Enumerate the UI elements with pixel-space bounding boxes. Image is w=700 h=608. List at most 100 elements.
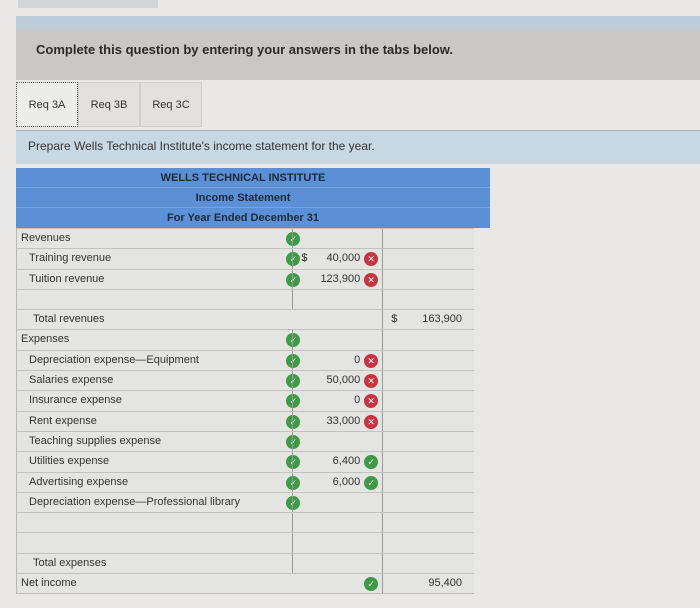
account-select[interactable]: Training revenue ✓	[17, 249, 301, 268]
tab-req-3c[interactable]: Req 3C	[140, 82, 202, 127]
table-row: Net income ✓ 95,400	[17, 573, 474, 594]
amount-input[interactable]	[292, 289, 382, 310]
account-select[interactable]: Advertising expense ✓	[17, 473, 301, 492]
amount-value: 6,000	[332, 475, 361, 488]
total-input[interactable]	[382, 371, 474, 391]
table-row: Training revenue ✓ $40,000 ✕	[17, 248, 474, 269]
check-icon: ✓	[364, 475, 379, 490]
top-strip	[18, 0, 158, 8]
check-icon: ✓	[364, 455, 379, 470]
total-input[interactable]	[382, 411, 474, 431]
x-icon: ✕	[364, 353, 379, 368]
amount-input[interactable]: 123,900 ✕	[292, 269, 382, 289]
total-input[interactable]	[382, 330, 474, 350]
amount-input[interactable]: 50,000 ✕	[292, 371, 382, 391]
check-icon: ✓	[364, 577, 379, 592]
amount-value: 6,400	[332, 455, 361, 468]
account-select[interactable]: Total revenues	[17, 310, 292, 329]
amount-input[interactable]: ✓	[292, 574, 382, 593]
account-label: Insurance expense	[29, 394, 122, 407]
statement-period: For Year Ended December 31	[166, 212, 320, 224]
total-input[interactable]: 95,400	[382, 574, 474, 594]
amount-input[interactable]	[292, 330, 382, 350]
table-row	[17, 532, 474, 553]
dollar-sign: $	[391, 313, 398, 326]
table-row: Utilities expense ✓ 6,400 ✓	[17, 451, 474, 472]
account-label: Depreciation expense—Equipment	[29, 353, 199, 366]
amount-input[interactable]: 33,000 ✕	[292, 411, 382, 431]
account-select[interactable]: Depreciation expense—Equipment ✓	[17, 351, 301, 370]
total-input[interactable]	[382, 269, 474, 289]
account-select[interactable]: Depreciation expense—Professional librar…	[17, 493, 301, 512]
account-label: Advertising expense	[29, 475, 129, 488]
amount-input[interactable]	[292, 310, 382, 329]
table-row: Rent expense ✓ 33,000 ✕	[17, 410, 474, 431]
total-input[interactable]	[382, 229, 474, 249]
amount-value: 40,000	[326, 252, 361, 265]
tab-req-3a[interactable]: Req 3A	[16, 82, 78, 127]
account-label: Total revenues	[33, 313, 105, 326]
account-label: Teaching supplies expense	[29, 434, 162, 447]
total-input[interactable]	[382, 553, 474, 574]
amount-input[interactable]	[292, 431, 382, 452]
total-input[interactable]	[382, 249, 474, 269]
header-bar	[16, 16, 700, 30]
amount-input[interactable]	[292, 533, 382, 553]
amount-input[interactable]: 6,000 ✓	[292, 472, 382, 492]
total-input[interactable]	[382, 431, 474, 452]
account-select[interactable]: Rent expense ✓	[17, 412, 301, 431]
total-input[interactable]	[382, 289, 474, 310]
total-input[interactable]	[382, 513, 474, 533]
instruction-text: Prepare Wells Technical Institute's inco…	[28, 139, 375, 153]
x-icon: ✕	[364, 394, 379, 409]
amount-value: 33,000	[326, 414, 361, 427]
table-row: Insurance expense ✓ 0 ✕	[17, 390, 474, 411]
statement-grid: Revenues ✓ Training revenue ✓ $40,000 ✕ Tuitio…	[16, 228, 474, 595]
account-select[interactable]: Teaching supplies expense ✓	[17, 432, 301, 451]
amount-input[interactable]	[292, 492, 382, 513]
amount-input[interactable]: 0 ✕	[292, 391, 382, 411]
table-row: Total revenues $163,900	[17, 309, 474, 330]
prompt-text: Complete this question by entering your …	[36, 42, 454, 57]
total-input[interactable]	[382, 452, 474, 472]
company-name: WELLS TECHNICAL INSTITUTE	[16, 168, 490, 188]
amount-input[interactable]	[292, 229, 382, 249]
account-select[interactable]	[17, 513, 292, 532]
amount-input[interactable]	[292, 553, 382, 574]
amount-value: 0	[354, 353, 361, 366]
amount-input[interactable]	[292, 513, 382, 533]
total-input[interactable]	[382, 492, 474, 513]
x-icon: ✕	[364, 414, 379, 429]
tab-req-3b[interactable]: Req 3B	[78, 82, 140, 127]
account-select[interactable]: Tuition revenue ✓	[17, 270, 301, 289]
table-row: Tuition revenue ✓ 123,900 ✕	[17, 268, 474, 289]
account-label: Depreciation expense—Professional librar…	[29, 495, 240, 508]
account-select[interactable]: Utilities expense ✓	[17, 452, 301, 471]
instruction-bar	[16, 130, 700, 164]
account-select[interactable]: Total expenses	[17, 554, 292, 573]
account-select[interactable]: Revenues ✓	[17, 229, 301, 248]
account-select[interactable]: Expenses ✓	[17, 330, 301, 349]
account-select[interactable]: Salaries expense ✓	[17, 371, 301, 390]
account-label: Revenues	[21, 232, 71, 244]
amount-value: 0	[354, 394, 361, 407]
prompt-box	[16, 30, 700, 80]
amount-input[interactable]: 6,400 ✓	[292, 452, 382, 472]
total-input[interactable]	[382, 533, 474, 553]
x-icon: ✕	[364, 252, 379, 267]
total-input[interactable]	[382, 391, 474, 411]
total-input[interactable]	[382, 350, 474, 371]
total-input[interactable]	[382, 472, 474, 492]
amount-input[interactable]: 0 ✕	[292, 350, 382, 371]
account-select[interactable]: Insurance expense ✓	[17, 391, 301, 410]
total-input[interactable]: $163,900	[382, 310, 474, 330]
account-label: Tuition revenue	[29, 272, 105, 285]
account-select[interactable]	[17, 290, 292, 309]
account-label: Rent expense	[29, 414, 97, 427]
account-select[interactable]: Net income	[17, 574, 292, 593]
tab-bar: Req 3A Req 3B Req 3C	[16, 82, 202, 128]
account-select[interactable]	[17, 533, 292, 552]
account-label: Salaries expense	[29, 374, 114, 387]
amount-input[interactable]: $40,000 ✕	[292, 249, 382, 269]
table-row: Revenues ✓	[17, 228, 474, 249]
